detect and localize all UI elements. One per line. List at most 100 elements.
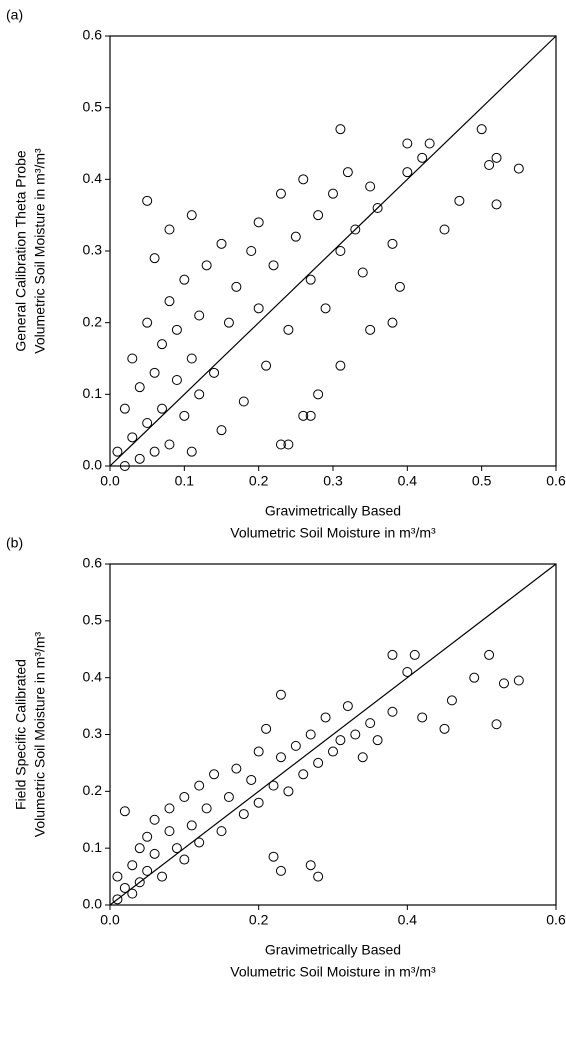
scatter-point <box>275 865 286 876</box>
scatter-point <box>402 666 413 677</box>
scatter-point <box>350 729 361 740</box>
scatter-point <box>261 723 272 734</box>
scatter-point <box>127 432 138 443</box>
scatter-point <box>313 871 324 882</box>
scatter-point <box>201 260 212 271</box>
scatter-point <box>157 871 168 882</box>
scatter-point <box>171 843 182 854</box>
scatter-point <box>201 803 212 814</box>
y-axis-label: Volumetric Soil Moisture in m³/m³ <box>32 631 48 837</box>
scatter-point <box>186 210 197 221</box>
x-tick-label: 0.6 <box>546 912 566 928</box>
y-tick-label: 0.1 <box>83 839 103 855</box>
scatter-point <box>149 848 160 859</box>
scatter-point <box>298 769 309 780</box>
scatter-point <box>119 882 130 893</box>
scatter-point <box>179 792 190 803</box>
scatter-point <box>350 224 361 235</box>
scatter-point <box>134 843 145 854</box>
scatter-point <box>275 188 286 199</box>
scatter-point <box>238 809 249 820</box>
scatter-point <box>305 729 316 740</box>
x-tick-label: 0.0 <box>100 473 120 489</box>
scatter-point <box>394 281 405 292</box>
scatter-point <box>231 763 242 774</box>
scatter-point <box>142 195 153 206</box>
scatter-point <box>216 826 227 837</box>
scatter-point <box>127 353 138 364</box>
scatter-point <box>305 860 316 871</box>
scatter-point <box>275 439 286 450</box>
x-tick-label: 0.6 <box>546 473 566 489</box>
scatter-point <box>186 353 197 364</box>
scatter-point <box>476 124 487 135</box>
scatter-point <box>491 719 502 730</box>
scatter-point <box>186 446 197 457</box>
x-tick-label: 0.5 <box>472 473 492 489</box>
scatter-point <box>417 712 428 723</box>
scatter-point <box>305 274 316 285</box>
scatter-point <box>320 712 331 723</box>
y-tick-label: 0.2 <box>83 782 103 798</box>
scatter-point <box>387 317 398 328</box>
scatter-point <box>246 246 257 256</box>
scatter-point <box>446 695 457 706</box>
scatter-point <box>417 152 428 163</box>
scatter-point <box>157 339 168 350</box>
scatter-point <box>119 403 130 414</box>
scatter-point <box>142 865 153 876</box>
y-tick-label: 0.1 <box>83 385 103 401</box>
scatter-point <box>179 854 190 865</box>
scatter-point <box>149 367 160 378</box>
scatter-point <box>179 410 190 421</box>
scatter-point <box>335 124 346 135</box>
scatter-point <box>194 837 205 848</box>
y-axis-label: Volumetric Soil Moisture in m³/m³ <box>32 148 48 354</box>
scatter-point <box>491 199 502 210</box>
scatter-point <box>194 310 205 321</box>
scatter-point <box>402 167 413 178</box>
scatter-point <box>365 324 376 335</box>
scatter-point <box>112 894 123 905</box>
scatter-point <box>216 238 227 249</box>
panel-label: (b) <box>6 535 23 551</box>
x-tick-label: 0.4 <box>398 473 418 489</box>
scatter-point <box>209 367 220 378</box>
scatter-point <box>157 403 168 414</box>
scatter-point <box>283 439 294 450</box>
scatter-point <box>335 360 346 371</box>
y-tick-label: 0.5 <box>83 612 103 628</box>
scatter-point <box>498 678 509 689</box>
scatter-point <box>313 389 324 400</box>
y-tick-label: 0.2 <box>83 313 103 329</box>
scatter-point <box>342 701 353 712</box>
x-axis-label: Gravimetrically Based <box>265 942 401 958</box>
scatter-point <box>409 649 420 660</box>
scatter-point <box>238 396 249 407</box>
scatter-point <box>149 446 160 457</box>
scatter-point <box>209 769 220 780</box>
scatter-point <box>283 786 294 797</box>
scatter-point <box>268 780 279 791</box>
scatter-point <box>387 238 398 249</box>
scatter-point <box>283 324 294 335</box>
scatter-point <box>261 360 272 371</box>
scatter-point <box>171 375 182 385</box>
scatter-point <box>119 806 130 817</box>
scatter-point <box>342 167 353 178</box>
scatter-point <box>357 752 368 763</box>
scatter-point <box>194 389 205 400</box>
scatter-point <box>491 152 502 163</box>
scatter-point <box>127 860 138 871</box>
y-tick-label: 0.6 <box>83 555 103 571</box>
scatter-point <box>372 203 383 213</box>
scatter-point <box>149 814 160 825</box>
scatter-point <box>335 246 346 256</box>
x-tick-label: 0.0 <box>100 912 120 928</box>
scatter-point <box>164 826 175 837</box>
scatter-point <box>268 851 279 862</box>
scatter-point <box>134 453 145 464</box>
x-tick-label: 0.1 <box>175 473 195 489</box>
x-tick-label: 0.2 <box>249 912 269 928</box>
scatter-point <box>253 797 264 808</box>
